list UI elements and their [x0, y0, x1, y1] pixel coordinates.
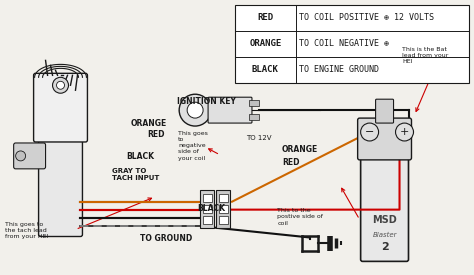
Text: TO ENGINE GROUND: TO ENGINE GROUND: [299, 65, 379, 74]
Text: This goes
to
negative
side of
your coil: This goes to negative side of your coil: [178, 131, 208, 161]
Text: This goes to
the tach lead
from your HEI: This goes to the tach lead from your HEI: [5, 222, 49, 239]
Bar: [249, 100, 259, 106]
Text: This to the
postive side of
coil: This to the postive side of coil: [277, 208, 323, 226]
Circle shape: [16, 151, 26, 161]
Circle shape: [179, 94, 211, 126]
Circle shape: [395, 123, 413, 141]
Text: This is the Bat
lead from your
HEI: This is the Bat lead from your HEI: [402, 47, 449, 64]
Circle shape: [53, 77, 69, 93]
Text: ORANGE: ORANGE: [249, 39, 282, 48]
FancyBboxPatch shape: [34, 73, 87, 142]
Text: MSD: MSD: [372, 214, 397, 225]
FancyBboxPatch shape: [208, 97, 252, 123]
Text: BLACK: BLACK: [252, 65, 279, 74]
Text: TO 12V: TO 12V: [246, 134, 272, 141]
Text: IGNITION KEY: IGNITION KEY: [177, 97, 236, 106]
Bar: [203, 205, 212, 213]
Text: ORANGE: ORANGE: [282, 145, 318, 154]
Bar: [216, 190, 230, 227]
Bar: [219, 205, 228, 213]
Text: BLACK: BLACK: [197, 204, 225, 213]
Text: ORANGE: ORANGE: [131, 119, 167, 128]
FancyBboxPatch shape: [375, 99, 393, 123]
Circle shape: [56, 81, 64, 89]
Bar: [235, 5, 469, 83]
Text: TO GROUND: TO GROUND: [140, 234, 192, 243]
Text: TO COIL POSITIVE ⊕ 12 VOLTS: TO COIL POSITIVE ⊕ 12 VOLTS: [299, 13, 434, 22]
Text: RED: RED: [282, 158, 300, 167]
Circle shape: [361, 123, 379, 141]
Bar: [203, 194, 212, 202]
Text: 2: 2: [381, 243, 388, 252]
Text: RED: RED: [257, 13, 273, 22]
Text: BLACK: BLACK: [126, 152, 154, 161]
Text: +: +: [400, 127, 409, 137]
FancyBboxPatch shape: [38, 133, 82, 236]
Bar: [200, 190, 214, 227]
Text: Blaster: Blaster: [372, 232, 397, 238]
Circle shape: [187, 102, 203, 118]
FancyBboxPatch shape: [361, 153, 409, 261]
Text: GRAY TO
TACH INPUT: GRAY TO TACH INPUT: [112, 168, 159, 181]
Bar: [203, 216, 212, 224]
FancyBboxPatch shape: [14, 143, 46, 169]
Text: RED: RED: [147, 130, 164, 139]
Bar: [249, 114, 259, 120]
FancyBboxPatch shape: [358, 118, 411, 160]
Bar: [219, 194, 228, 202]
Bar: [219, 216, 228, 224]
Text: −: −: [365, 127, 374, 137]
Text: TO COIL NEGATIVE ⊕: TO COIL NEGATIVE ⊕: [299, 39, 389, 48]
